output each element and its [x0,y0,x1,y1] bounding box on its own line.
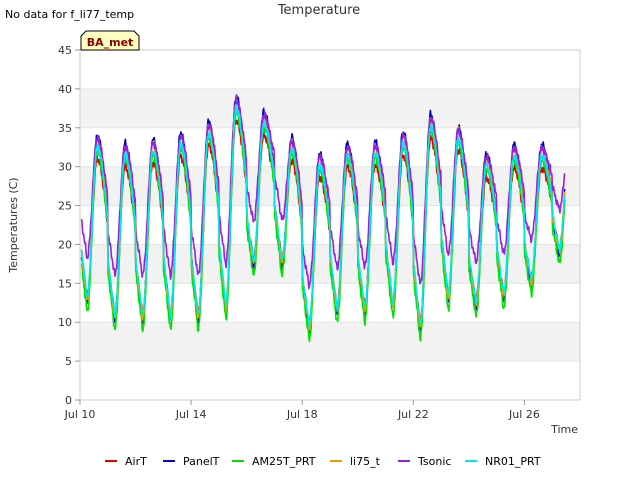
legend-label: NR01_PRT [485,455,541,468]
station-badge-shape [80,30,140,51]
legend-label: AirT [125,455,147,468]
legend: AirT PanelT AM25T_PRT li75_t Tsonic NR01_PRT [105,455,541,468]
y-tick-label: 25 [58,200,72,213]
legend-item: AirT [105,455,147,468]
chart-title: Temperature [277,3,360,18]
y-tick-label: 20 [58,238,72,251]
x-tick-label: Jul 14 [175,408,207,421]
legend-label: PanelT [183,455,220,468]
grid-band [80,322,580,362]
legend-item: li75_t [330,455,381,468]
no-data-note: No data for f_li77_temp [5,8,134,21]
series-line-tsonic [80,95,566,290]
legend-label: AM25T_PRT [252,455,316,468]
station-badge: BA_met [80,30,140,51]
legend-label: Tsonic [417,455,451,468]
x-axis: Jul 10 Jul 14 Jul 18 Jul 22 Jul 26 [64,400,540,421]
station-badge-label: BA_met [87,36,134,49]
y-tick-label: 40 [58,83,72,96]
y-tick-label: 0 [65,394,72,407]
y-tick-label: 35 [58,122,72,135]
legend-item: Tsonic [398,455,451,468]
y-tick-label: 5 [65,355,72,368]
y-tick-label: 30 [58,161,72,174]
grid-band [80,88,580,128]
x-tick-label: Jul 18 [286,408,318,421]
series-line-panelt [80,94,566,337]
legend-item: AM25T_PRT [232,455,316,468]
x-tick-label: Jul 26 [508,408,540,421]
y-axis: 0 5 10 15 20 25 30 35 40 45 [58,44,80,407]
series-line-li75_t [80,95,566,331]
legend-item: NR01_PRT [465,455,541,468]
y-tick-label: 15 [58,277,72,290]
y-tick-label: 10 [58,316,72,329]
x-tick-label: Jul 22 [397,408,429,421]
series-lines [80,94,566,343]
x-tick-label: Jul 10 [64,408,96,421]
plot-area-frame [79,49,581,401]
series-line-nr01_prt [80,103,566,327]
y-axis-label: Temperatures (C) [7,177,20,273]
legend-label: li75_t [350,455,381,468]
y-tick-label: 45 [58,44,72,57]
x-axis-label: Time [550,423,578,436]
legend-item: PanelT [163,455,220,468]
